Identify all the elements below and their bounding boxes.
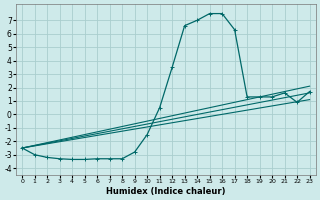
X-axis label: Humidex (Indice chaleur): Humidex (Indice chaleur) bbox=[106, 187, 226, 196]
